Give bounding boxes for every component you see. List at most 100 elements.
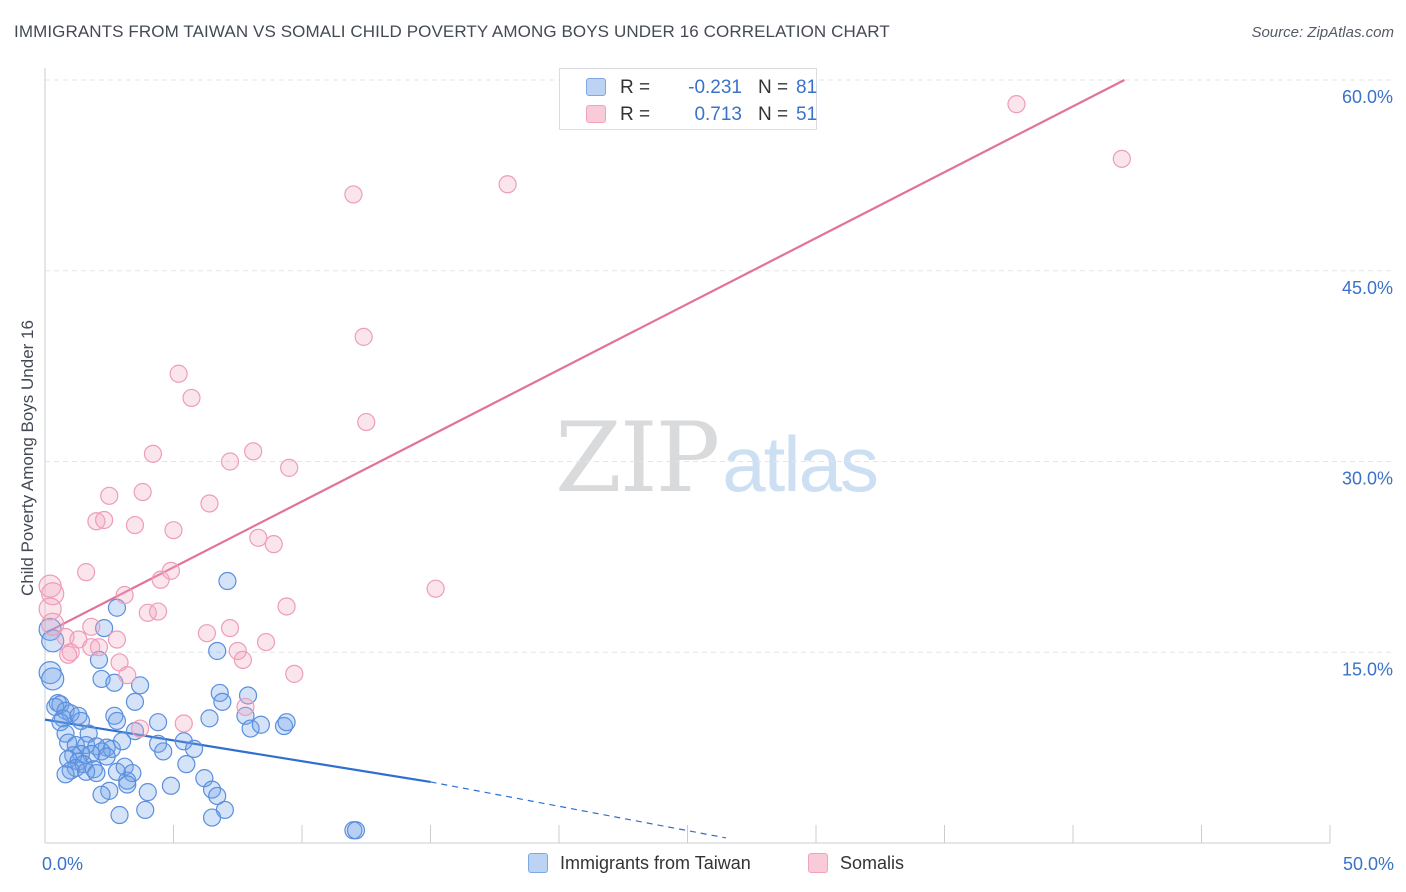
point-taiwan <box>125 692 145 711</box>
point-somalis <box>38 597 62 621</box>
point-somalis <box>130 719 150 738</box>
point-somalis <box>118 666 137 685</box>
axes <box>44 68 1331 844</box>
y-axis-label: Child Poverty Among Boys Under 16 <box>18 320 37 596</box>
point-somalis <box>143 444 163 463</box>
point-somalis <box>82 638 101 657</box>
tick-labels: 15.0% 30.0% 45.0% 60.0% 0.0% 50.0% <box>42 87 1394 874</box>
point-somalis <box>220 618 240 638</box>
point-somalis <box>498 175 517 194</box>
watermark-atlas: atlas <box>722 420 879 508</box>
point-somalis <box>344 185 363 204</box>
point-somalis <box>357 412 376 432</box>
trend-lines <box>44 79 1125 839</box>
legend-label-somalis: Somalis <box>840 853 905 873</box>
point-somalis <box>164 521 183 540</box>
point-somalis <box>169 364 188 383</box>
y-tick-label: 30.0% <box>1342 469 1393 489</box>
point-somalis <box>233 650 252 669</box>
point-taiwan <box>251 715 270 734</box>
point-somalis <box>354 327 373 346</box>
legend-swatch-taiwan <box>586 78 606 96</box>
points-taiwan <box>38 571 366 840</box>
y-tick-label: 45.0% <box>1342 278 1393 298</box>
point-somalis <box>277 597 296 616</box>
point-somalis <box>280 458 299 477</box>
point-somalis <box>41 582 65 606</box>
point-somalis <box>426 579 445 598</box>
legend-label-taiwan: Immigrants from Taiwan <box>560 853 751 873</box>
legend-swatch-somalis <box>586 105 606 123</box>
point-somalis <box>285 664 304 683</box>
point-somalis <box>1007 95 1026 114</box>
trend-line-somalis <box>44 79 1125 635</box>
legend-r-value: 0.713 <box>694 104 742 125</box>
point-taiwan <box>87 763 106 783</box>
legend-swatch-taiwan <box>528 853 548 873</box>
watermark-zip: ZIP <box>555 402 720 514</box>
x-tick-label: 50.0% <box>1343 854 1394 874</box>
point-taiwan <box>136 800 155 820</box>
point-somalis <box>59 645 78 664</box>
point-taiwan <box>112 732 132 751</box>
point-somalis <box>77 563 96 582</box>
point-somalis <box>133 482 152 502</box>
point-somalis <box>182 388 201 408</box>
point-taiwan <box>71 711 91 731</box>
point-taiwan <box>41 629 65 653</box>
trend-line-taiwan-extension <box>430 781 727 839</box>
point-taiwan <box>97 747 116 766</box>
point-somalis <box>228 641 247 661</box>
point-taiwan <box>125 721 145 741</box>
point-somalis <box>220 452 240 471</box>
point-taiwan <box>241 719 260 738</box>
correlation-legend: R = -0.231 N = 81 R = 0.713 N = 51 <box>559 68 817 130</box>
point-taiwan <box>218 571 237 591</box>
point-taiwan <box>148 713 168 732</box>
point-somalis <box>41 612 65 636</box>
point-taiwan <box>130 676 150 695</box>
point-taiwan <box>208 786 227 806</box>
point-somalis <box>87 512 106 531</box>
point-taiwan <box>200 709 219 728</box>
points-somalis <box>38 95 1131 738</box>
legend-n-value: 81 <box>796 77 818 98</box>
point-somalis <box>89 638 109 657</box>
point-somalis <box>197 624 217 643</box>
point-somalis <box>244 442 263 461</box>
legend-swatch-somalis <box>808 853 828 873</box>
source-label: Source: ZipAtlas.com <box>1251 24 1394 41</box>
legend-r-value: -0.231 <box>688 77 742 98</box>
point-somalis <box>148 602 168 621</box>
point-somalis <box>174 714 193 733</box>
legend-r-label: R = <box>620 104 651 125</box>
legend-r-label: R = <box>620 77 651 98</box>
gridlines <box>45 79 1395 653</box>
y-tick-label: 60.0% <box>1342 87 1393 107</box>
point-taiwan <box>69 706 88 725</box>
point-somalis <box>95 510 114 530</box>
chart-title: IMMIGRANTS FROM TAIWAN VS SOMALI CHILD P… <box>14 22 890 41</box>
point-taiwan <box>277 713 296 732</box>
point-taiwan <box>66 758 85 778</box>
point-somalis <box>200 494 219 513</box>
point-taiwan <box>208 641 227 661</box>
point-taiwan <box>123 763 142 783</box>
point-taiwan <box>110 805 129 825</box>
point-taiwan <box>213 692 232 711</box>
point-taiwan <box>346 821 366 840</box>
point-taiwan <box>41 667 65 691</box>
point-somalis <box>107 630 127 649</box>
point-taiwan <box>238 686 258 705</box>
legend-n-label: N = <box>758 104 789 125</box>
watermark: ZIPatlas <box>555 402 879 514</box>
point-taiwan <box>56 765 75 784</box>
point-somalis <box>264 535 283 554</box>
point-taiwan <box>107 711 127 731</box>
x-tick-label: 0.0% <box>42 854 83 874</box>
point-taiwan <box>95 618 114 638</box>
point-somalis <box>115 585 134 605</box>
point-somalis <box>1112 149 1131 168</box>
trend-line-taiwan <box>44 718 431 784</box>
